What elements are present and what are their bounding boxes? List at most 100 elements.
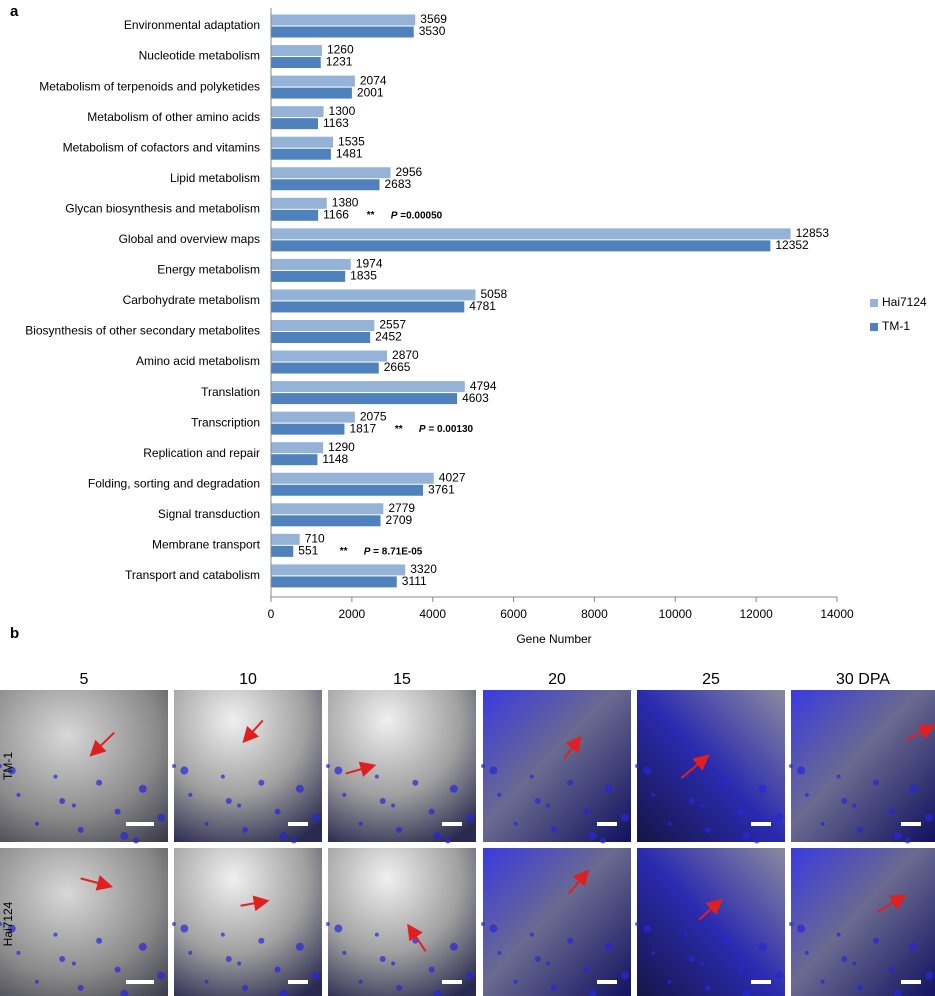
fluorescent-speck — [172, 764, 176, 768]
bar — [271, 332, 370, 343]
fluorescent-speck — [821, 980, 825, 984]
micrograph — [637, 690, 785, 842]
fluorescent-speck — [605, 943, 613, 951]
data-label: 3530 — [419, 24, 446, 38]
fluorescent-speck — [326, 922, 330, 926]
fluorescent-speck — [237, 804, 241, 808]
category-label: Amino acid metabolism — [136, 354, 260, 368]
fluorescent-speck — [375, 933, 379, 937]
x-tick-label: 6000 — [500, 607, 527, 621]
fluorescent-speck — [797, 767, 805, 775]
row-label: Hai7124 — [1, 901, 15, 946]
micrograph — [328, 848, 476, 996]
fluorescent-speck — [359, 822, 363, 826]
category-label: Folding, sorting and degradation — [88, 476, 260, 490]
bar — [271, 15, 415, 26]
bar — [271, 546, 293, 557]
fluorescent-speck — [242, 827, 248, 833]
bar — [271, 27, 414, 38]
panel-label: b — [10, 625, 19, 642]
fluorescent-speck — [180, 925, 188, 933]
bar — [271, 57, 321, 68]
fluorescent-speck — [873, 780, 879, 786]
fluorescent-speck — [754, 837, 760, 843]
category-label: Signal transduction — [158, 507, 260, 521]
fluorescent-speck — [605, 785, 613, 793]
bar — [271, 503, 383, 514]
micrograph — [791, 848, 935, 996]
column-label: 10 — [239, 671, 257, 688]
fluorescent-speck — [857, 827, 863, 833]
panel-label: a — [10, 3, 19, 20]
fluorescent-speck — [221, 933, 225, 937]
legend-swatch — [870, 299, 878, 307]
fluorescent-speck — [743, 832, 751, 840]
fluorescent-speck — [391, 962, 395, 966]
fluorescent-speck — [180, 767, 188, 775]
fluorescent-speck — [841, 798, 847, 804]
fluorescent-speck — [96, 938, 102, 944]
bar — [271, 576, 397, 587]
fluorescent-speck — [925, 972, 933, 980]
data-label: 2001 — [357, 85, 384, 99]
fluorescent-speck — [16, 793, 20, 797]
category-label: Global and overview maps — [119, 232, 260, 246]
fluorescent-speck — [775, 972, 783, 980]
fluorescent-speck — [497, 793, 501, 797]
fluorescent-speck — [621, 972, 629, 980]
bar — [271, 454, 317, 465]
x-tick-label: 14000 — [820, 607, 854, 621]
scale-bar — [288, 980, 308, 984]
fluorescent-speck — [600, 837, 606, 843]
fluorescent-speck — [380, 798, 386, 804]
fluorescent-speck — [157, 814, 165, 822]
fluorescent-speck — [530, 933, 534, 937]
data-label: 4603 — [462, 391, 489, 405]
column-label: 5 — [80, 671, 89, 688]
fluorescent-speck — [139, 943, 147, 951]
micrograph — [637, 848, 785, 996]
category-label: Biosynthesis of other secondary metaboli… — [25, 324, 260, 338]
scale-bar — [126, 822, 154, 826]
fluorescent-speck — [275, 809, 281, 815]
x-tick-label: 2000 — [339, 607, 366, 621]
bar — [271, 137, 333, 148]
scale-bar — [442, 980, 462, 984]
fluorescent-speck — [759, 785, 767, 793]
fluorescent-speck — [852, 962, 856, 966]
fluorescent-speck — [342, 793, 346, 797]
significance-stars: ** — [340, 546, 348, 557]
p-number: = 0.00130 — [426, 424, 474, 435]
micrograph — [483, 690, 631, 842]
fluorescent-speck — [450, 785, 458, 793]
fluorescent-speck — [16, 951, 20, 955]
fluorescent-speck — [738, 967, 744, 973]
fluorescent-speck — [412, 780, 418, 786]
bar — [271, 198, 327, 209]
fluorescent-speck — [925, 814, 933, 822]
fluorescent-speck — [497, 951, 501, 955]
scale-bar — [597, 822, 617, 826]
fluorescent-speck — [489, 925, 497, 933]
scale-bar — [442, 822, 462, 826]
fluorescent-speck — [705, 985, 711, 991]
x-tick-label: 0 — [268, 607, 275, 621]
fluorescent-speck — [334, 925, 342, 933]
fluorescent-speck — [133, 837, 139, 843]
fluorescent-speck — [429, 967, 435, 973]
bar — [271, 271, 345, 282]
data-label: 1166 — [323, 207, 349, 221]
fluorescent-speck — [72, 804, 76, 808]
fluorescent-speck — [434, 832, 442, 840]
p-value: P =0.00050 — [391, 210, 443, 221]
figure: a b Gene Number Environmental adaptation… — [0, 0, 935, 996]
fluorescent-speck — [651, 793, 655, 797]
fluorescent-speck — [643, 925, 651, 933]
fluorescent-speck — [221, 775, 225, 779]
fluorescent-speck — [312, 814, 320, 822]
fluorescent-speck — [668, 822, 672, 826]
fluorescent-speck — [115, 967, 121, 973]
fluorescent-speck — [188, 793, 192, 797]
legend-label: TM-1 — [882, 319, 910, 333]
fluorescent-speck — [589, 832, 597, 840]
